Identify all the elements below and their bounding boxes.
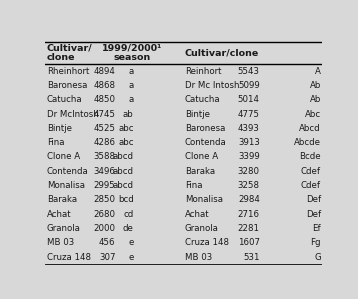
Text: Cruza 148: Cruza 148 xyxy=(185,238,229,247)
Text: 4286: 4286 xyxy=(93,138,116,147)
Text: 5099: 5099 xyxy=(238,81,260,90)
Text: Contenda: Contenda xyxy=(47,167,89,176)
Text: Ab: Ab xyxy=(309,81,321,90)
Text: 4850: 4850 xyxy=(93,95,116,104)
Text: 307: 307 xyxy=(99,253,116,262)
Text: abc: abc xyxy=(118,138,134,147)
Text: 4393: 4393 xyxy=(238,124,260,133)
Text: 2995: 2995 xyxy=(94,181,116,190)
Text: Baraka: Baraka xyxy=(185,167,215,176)
Text: Abcde: Abcde xyxy=(294,138,321,147)
Text: Abcd: Abcd xyxy=(299,124,321,133)
Text: A: A xyxy=(315,67,321,76)
Text: Cultivar/: Cultivar/ xyxy=(47,43,93,52)
Text: 3496: 3496 xyxy=(94,167,116,176)
Text: 4525: 4525 xyxy=(93,124,116,133)
Text: 2716: 2716 xyxy=(238,210,260,219)
Text: 5014: 5014 xyxy=(238,95,260,104)
Text: Def: Def xyxy=(306,210,321,219)
Text: Granola: Granola xyxy=(185,224,219,233)
Text: e: e xyxy=(128,253,134,262)
Text: clone: clone xyxy=(47,53,76,62)
Text: 2000: 2000 xyxy=(93,224,116,233)
Text: Bintje: Bintje xyxy=(47,124,72,133)
Text: 1999/2000¹: 1999/2000¹ xyxy=(102,43,162,52)
Text: Baronesa: Baronesa xyxy=(47,81,87,90)
Text: MB 03: MB 03 xyxy=(185,253,212,262)
Text: 3399: 3399 xyxy=(238,152,260,161)
Text: 3588: 3588 xyxy=(93,152,116,161)
Text: Def: Def xyxy=(306,195,321,205)
Text: Clone A: Clone A xyxy=(185,152,218,161)
Text: MB 03: MB 03 xyxy=(47,238,74,247)
Text: Abc: Abc xyxy=(305,109,321,118)
Text: 2984: 2984 xyxy=(238,195,260,205)
Text: Reinhort: Reinhort xyxy=(185,67,221,76)
Text: Fina: Fina xyxy=(185,181,202,190)
Text: Cultivar/clone: Cultivar/clone xyxy=(185,48,259,57)
Text: 3280: 3280 xyxy=(238,167,260,176)
Text: Contenda: Contenda xyxy=(185,138,227,147)
Text: Achat: Achat xyxy=(185,210,209,219)
Text: season: season xyxy=(113,53,151,62)
Text: 2850: 2850 xyxy=(93,195,116,205)
Text: Ab: Ab xyxy=(309,95,321,104)
Text: 5543: 5543 xyxy=(238,67,260,76)
Text: Catucha: Catucha xyxy=(47,95,83,104)
Text: 3258: 3258 xyxy=(238,181,260,190)
Text: Monalisa: Monalisa xyxy=(47,181,85,190)
Text: 1607: 1607 xyxy=(238,238,260,247)
Text: Dr McIntosh: Dr McIntosh xyxy=(47,109,99,118)
Text: abcd: abcd xyxy=(112,167,134,176)
Text: Fina: Fina xyxy=(47,138,64,147)
Text: 4894: 4894 xyxy=(94,67,116,76)
Text: e: e xyxy=(128,238,134,247)
Text: Baraka: Baraka xyxy=(47,195,77,205)
Text: 456: 456 xyxy=(99,238,116,247)
Text: 4775: 4775 xyxy=(238,109,260,118)
Text: a: a xyxy=(128,67,134,76)
Text: Fg: Fg xyxy=(310,238,321,247)
Text: 2281: 2281 xyxy=(238,224,260,233)
Text: Catucha: Catucha xyxy=(185,95,221,104)
Text: a: a xyxy=(128,81,134,90)
Text: bcd: bcd xyxy=(118,195,134,205)
Text: abcd: abcd xyxy=(112,181,134,190)
Text: cd: cd xyxy=(123,210,134,219)
Text: Rheinhort: Rheinhort xyxy=(47,67,90,76)
Text: de: de xyxy=(123,224,134,233)
Text: Bcde: Bcde xyxy=(299,152,321,161)
Text: abc: abc xyxy=(118,124,134,133)
Text: 4745: 4745 xyxy=(93,109,116,118)
Text: Granola: Granola xyxy=(47,224,81,233)
Text: Cdef: Cdef xyxy=(301,167,321,176)
Text: Achat: Achat xyxy=(47,210,72,219)
Text: G: G xyxy=(314,253,321,262)
Text: 4868: 4868 xyxy=(93,81,116,90)
Text: Monalisa: Monalisa xyxy=(185,195,223,205)
Text: Ef: Ef xyxy=(312,224,321,233)
Text: Cdef: Cdef xyxy=(301,181,321,190)
Text: Dr Mc Intosh: Dr Mc Intosh xyxy=(185,81,240,90)
Text: Bintje: Bintje xyxy=(185,109,210,118)
Text: a: a xyxy=(128,95,134,104)
Text: ab: ab xyxy=(123,109,134,118)
Text: Clone A: Clone A xyxy=(47,152,80,161)
Text: 2680: 2680 xyxy=(93,210,116,219)
Text: Baronesa: Baronesa xyxy=(185,124,225,133)
Text: Cruza 148: Cruza 148 xyxy=(47,253,91,262)
Text: 531: 531 xyxy=(243,253,260,262)
Text: abcd: abcd xyxy=(112,152,134,161)
Text: 3913: 3913 xyxy=(238,138,260,147)
